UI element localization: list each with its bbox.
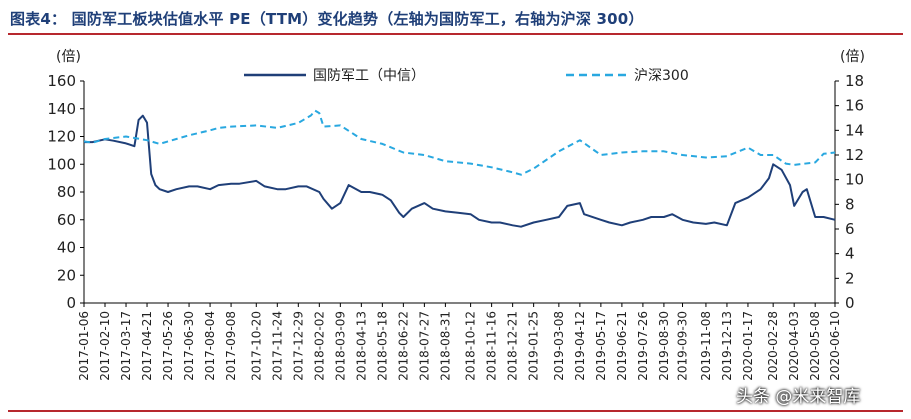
y-tick-label-right: 18: [845, 72, 864, 90]
x-tick-label: 2018-11-16: [485, 311, 499, 381]
x-tick-label: 2018-08-31: [438, 311, 452, 381]
y-tick-label-right: 6: [845, 220, 855, 238]
x-tick-label: 2019-08-30: [657, 311, 671, 381]
y-tick-label-right: 4: [845, 245, 855, 263]
x-tick-label: 2017-04-21: [140, 311, 154, 381]
y-tick-label-left: 120: [47, 128, 76, 146]
x-tick-label: 2019-07-26: [636, 311, 650, 381]
x-tick-label: 2017-09-08: [224, 311, 238, 381]
x-tick-label: 2018-07-27: [417, 311, 431, 381]
y-tick-label-left: 40: [57, 239, 76, 257]
x-tick-label: 2018-06-22: [396, 311, 410, 381]
figure-title-bar: 图表4： 国防军工板块估值水平 PE（TTM）变化趋势（左轴为国防军工，右轴为沪…: [8, 2, 903, 35]
legend-label-hs300: 沪深300: [634, 68, 689, 84]
x-tick-label: 2020-06-10: [828, 311, 842, 381]
y-tick-label-left: 80: [57, 183, 76, 201]
y-tick-label-left: 100: [47, 155, 76, 173]
series-line-hs300: [83, 109, 836, 176]
y-tick-label-right: 16: [845, 97, 864, 115]
y-tick-label-left: 60: [57, 211, 76, 229]
y-tick-label-right: 12: [845, 146, 864, 164]
x-tick-label: 2019-09-30: [676, 311, 690, 381]
y-tick-label-left: 160: [47, 72, 76, 90]
x-tick-label: 2017-02-10: [98, 311, 112, 381]
x-tick-label: 2017-08-04: [203, 311, 217, 381]
x-tick-label: 2019-12-13: [720, 311, 734, 381]
bottom-rule: [8, 410, 903, 412]
x-tick-label: 2017-01-06: [77, 311, 91, 381]
x-tick-label: 2018-03-09: [333, 311, 347, 381]
x-tick-label: 2020-02-28: [766, 311, 780, 381]
y-tick-label-right: 0: [845, 294, 855, 312]
y-tick-label-right: 14: [845, 121, 864, 139]
figure-title: 图表4： 国防军工板块估值水平 PE（TTM）变化趋势（左轴为国防军工，右轴为沪…: [10, 10, 644, 28]
x-tick-label: 2017-12-29: [291, 311, 305, 381]
y-tick-label-right: 10: [845, 171, 864, 189]
x-tick-label: 2019-04-12: [573, 311, 587, 381]
x-tick-label: 2019-05-17: [594, 311, 608, 381]
chart-axes: 0 20 40 60 80 100 120 140 160 0 2 4 6 8 10 12 14 16 18 2017…: [47, 72, 864, 381]
watermark: 头条 @米来智库: [736, 387, 861, 407]
series-line-defense: [84, 114, 836, 228]
x-tick-label: 2018-04-13: [354, 311, 368, 381]
x-tick-label: 2020-01-17: [741, 311, 755, 381]
legend-label-defense: 国防军工（中信）: [313, 68, 425, 84]
y-axis-unit-left: (倍): [56, 49, 81, 65]
series-layer: [83, 109, 836, 228]
x-tick-label: 2018-12-21: [506, 311, 520, 381]
x-tick-label: 2018-02-02: [312, 311, 326, 381]
x-tick-label: 2020-04-03: [787, 311, 801, 381]
y-tick-label-left: 20: [57, 266, 76, 284]
x-tick-label: 2020-05-08: [808, 311, 822, 381]
x-tick-label: 2017-05-26: [161, 311, 175, 381]
x-tick-label: 2017-10-20: [249, 311, 263, 381]
title-rule: [8, 33, 903, 35]
x-tick-label: 2019-03-08: [552, 311, 566, 381]
x-tick-label: 2019-06-21: [615, 311, 629, 381]
y-tick-label-right: 2: [845, 269, 855, 287]
x-tick-label: 2017-06-30: [182, 311, 196, 381]
x-tick-label: 2018-10-12: [464, 311, 478, 381]
y-axis-unit-right: (倍): [840, 49, 865, 65]
x-tick-label: 2017-11-24: [270, 311, 284, 381]
y-tick-label-left: 0: [66, 294, 76, 312]
x-tick-label: 2019-01-25: [527, 311, 541, 381]
x-tick-label: 2019-11-08: [699, 311, 713, 381]
x-tick-label: 2017-03-17: [119, 311, 133, 381]
x-tick-label: 2018-05-18: [375, 311, 389, 381]
legend: 国防军工（中信） 沪深300: [244, 68, 689, 84]
y-tick-label-left: 140: [47, 100, 76, 118]
y-tick-label-right: 8: [845, 195, 855, 213]
